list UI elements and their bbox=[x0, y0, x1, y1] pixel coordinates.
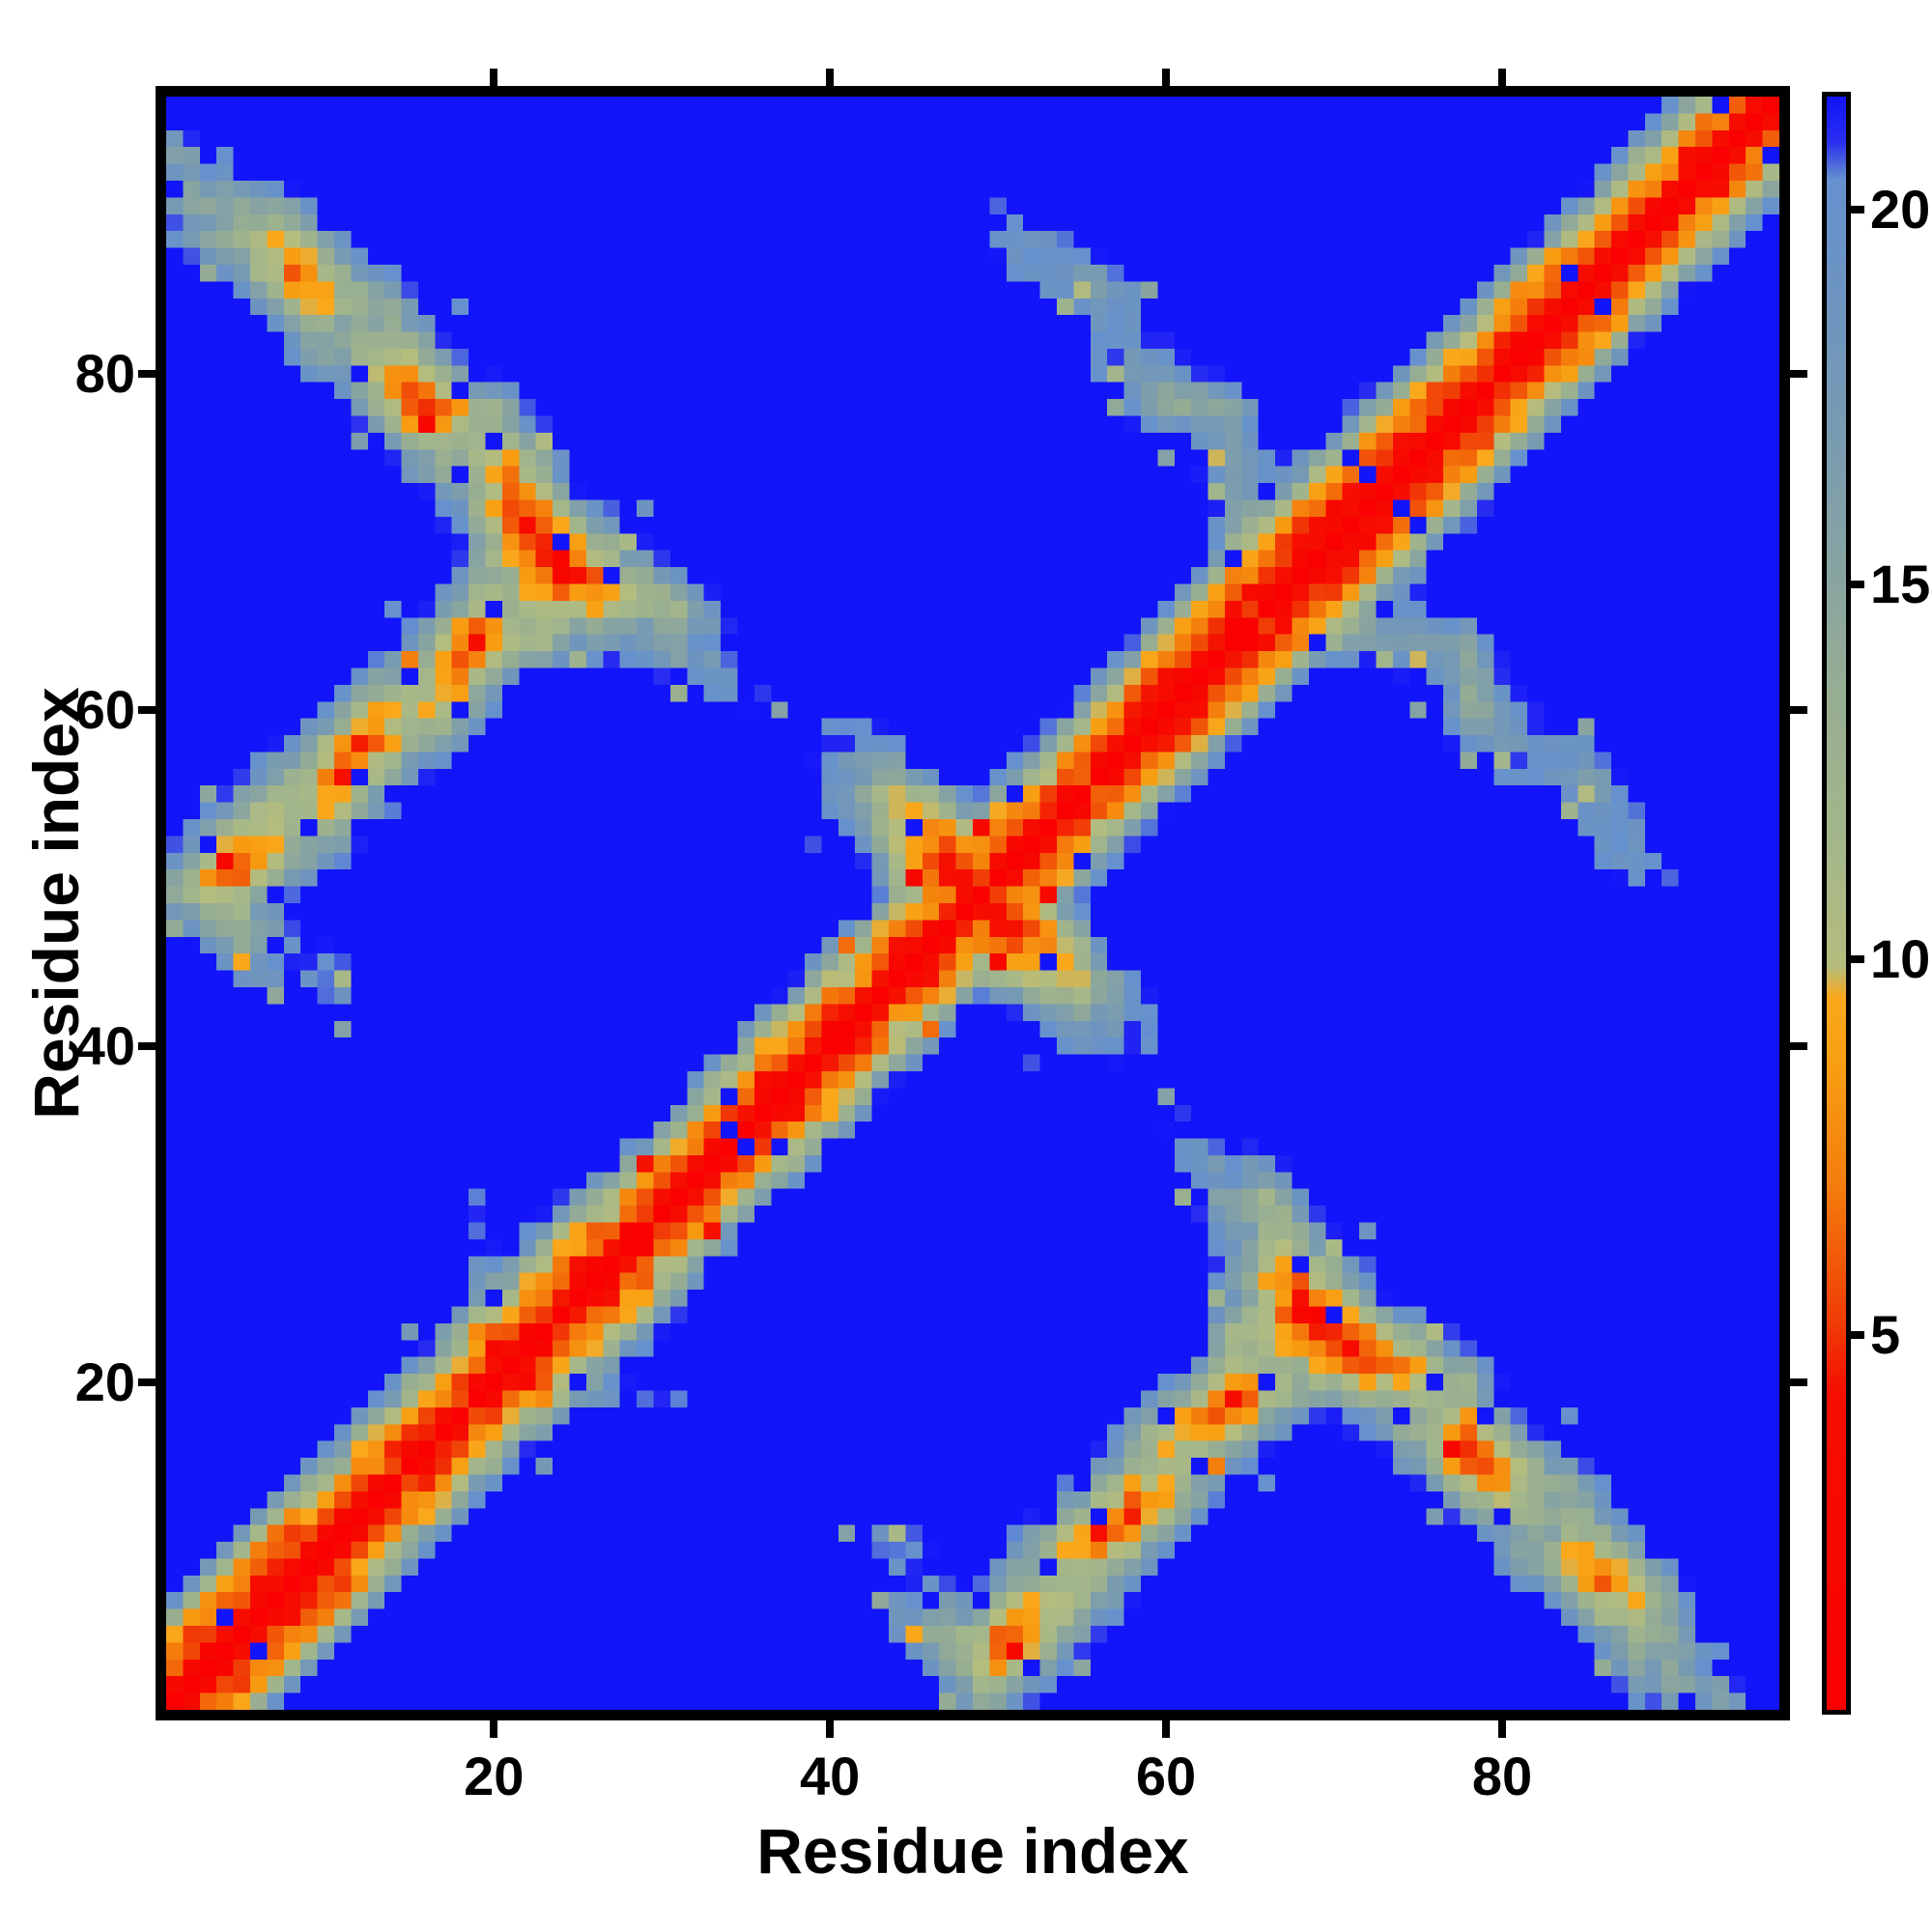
colorbar-tick-label: 20 bbox=[1870, 178, 1931, 240]
x-axis-top-tick bbox=[490, 69, 498, 86]
y-axis-right-tick bbox=[1790, 1378, 1807, 1386]
x-axis-tick bbox=[1162, 1720, 1171, 1738]
y-axis-right-tick bbox=[1790, 370, 1807, 379]
y-axis-tick bbox=[138, 370, 156, 379]
heatmap-canvas bbox=[166, 97, 1779, 1710]
plot-frame bbox=[156, 86, 1790, 1720]
y-tick-label: 40 bbox=[74, 1014, 135, 1076]
y-axis-tick bbox=[138, 705, 156, 714]
x-axis-top-tick bbox=[1497, 69, 1506, 86]
colorbar-tick bbox=[1851, 580, 1864, 588]
colorbar-tick bbox=[1851, 955, 1864, 964]
colorbar-tick bbox=[1851, 1330, 1864, 1339]
colorbar bbox=[1822, 92, 1851, 1715]
y-tick-label: 80 bbox=[74, 343, 135, 405]
y-axis-right-tick bbox=[1790, 1041, 1807, 1050]
y-tick-label: 20 bbox=[74, 1350, 135, 1412]
colorbar-tick-label: 5 bbox=[1870, 1303, 1901, 1365]
y-tick-label: 60 bbox=[74, 678, 135, 740]
x-axis-title: Residue index bbox=[756, 1815, 1189, 1887]
colorbar-canvas bbox=[1827, 97, 1846, 1710]
x-tick-label: 40 bbox=[799, 1746, 861, 1806]
x-axis-tick bbox=[1497, 1720, 1506, 1738]
colorbar-tick-label: 15 bbox=[1870, 553, 1931, 614]
y-axis-right-tick bbox=[1790, 705, 1807, 714]
colorbar-tick bbox=[1851, 205, 1864, 213]
y-axis-tick bbox=[138, 1378, 156, 1386]
y-axis-tick bbox=[138, 1041, 156, 1050]
x-tick-label: 20 bbox=[464, 1746, 525, 1806]
x-axis-tick bbox=[826, 1720, 835, 1738]
colorbar-tick-label: 10 bbox=[1870, 928, 1931, 990]
x-axis-top-tick bbox=[1162, 69, 1171, 86]
x-tick-label: 80 bbox=[1471, 1746, 1533, 1806]
x-axis-top-tick bbox=[826, 69, 835, 86]
x-axis-tick bbox=[490, 1720, 498, 1738]
x-tick-label: 60 bbox=[1135, 1746, 1197, 1806]
